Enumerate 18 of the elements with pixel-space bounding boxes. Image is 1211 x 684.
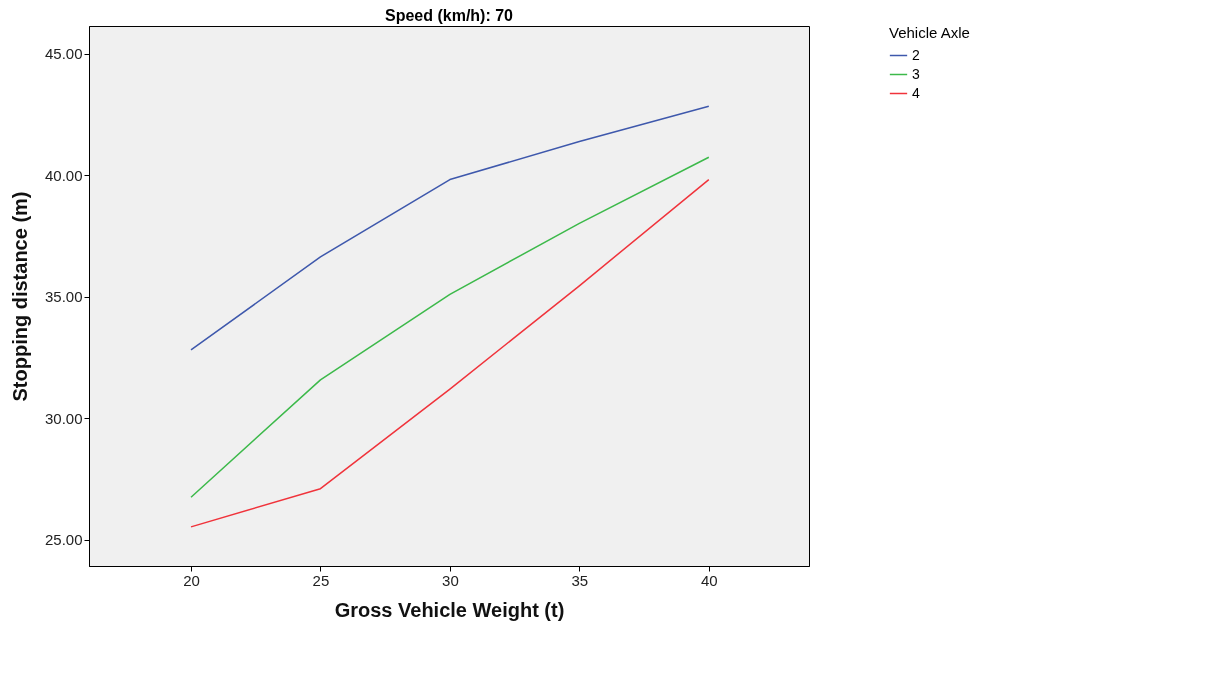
- legend-title: Vehicle Axle: [889, 24, 970, 41]
- x-tick-label: 35: [571, 571, 589, 589]
- line-series: [190, 105, 710, 351]
- y-axis-title: Stopping distance (m): [8, 191, 31, 402]
- y-tick-label: 40.00: [44, 166, 83, 184]
- chart-title: Speed (km/h): 70: [384, 7, 514, 24]
- y-tick-label: 35.00: [44, 288, 83, 306]
- x-tick-label: 30: [442, 571, 459, 589]
- x-tick-label: 40: [700, 571, 718, 589]
- legend-label: 2: [912, 46, 920, 63]
- y-tick-label: 45.00: [44, 45, 83, 63]
- y-tick-label: 25.00: [44, 531, 83, 549]
- legend-label: 3: [912, 65, 920, 82]
- x-tick-label: 20: [183, 571, 200, 589]
- x-tick-label: 25: [312, 571, 330, 589]
- legend-label: 4: [912, 84, 920, 101]
- y-tick-label: 30.00: [44, 409, 83, 427]
- x-axis-title: Gross Vehicle Weight (t): [334, 598, 565, 621]
